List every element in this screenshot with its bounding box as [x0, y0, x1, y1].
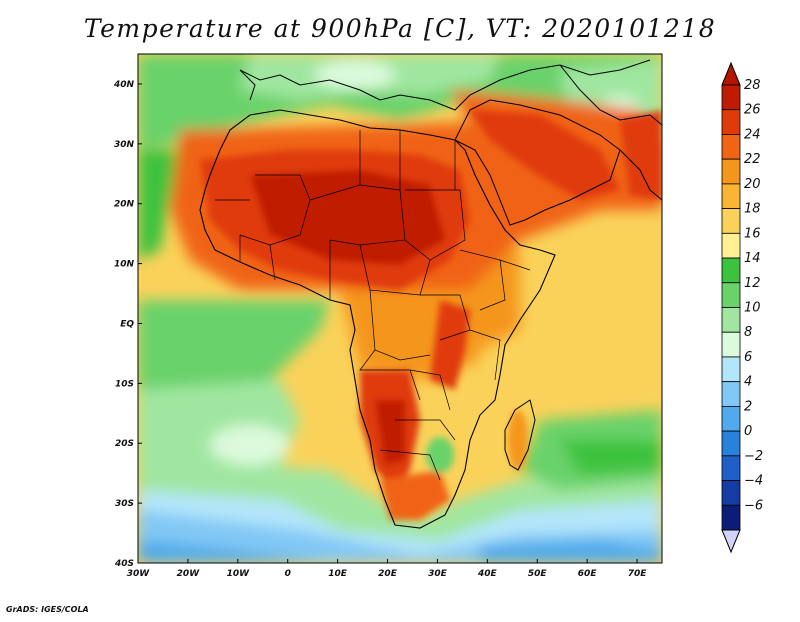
x-tick-label: 20E [378, 569, 398, 579]
colorbar-label: 22 [744, 152, 761, 167]
colorbar-swatch [721, 183, 741, 210]
colorbar-label: 8 [744, 325, 752, 340]
colorbar-swatch [721, 504, 741, 531]
colorbar-label: 12 [744, 276, 761, 291]
coastlines [199, 59, 662, 529]
country-borders [215, 130, 531, 481]
colorbar-swatch [721, 232, 741, 259]
colorbar-swatch [721, 331, 741, 358]
x-tick-label: 10E [328, 569, 348, 579]
colorbar-label: 14 [744, 251, 761, 266]
colorbar-swatch [721, 208, 741, 234]
x-tick-label: 30W [127, 569, 151, 579]
plot-frame [137, 53, 663, 564]
colorbar-swatch [721, 430, 741, 457]
x-axis: 30W 20W 10W 0 10E 20E 30E 40E 50E 60E 70E [127, 559, 647, 579]
y-tick-label: 20N [114, 200, 135, 210]
colorbar-label: 16 [744, 226, 761, 241]
colorbar-label: −6 [744, 498, 763, 513]
x-tick-label: 0 [285, 569, 291, 579]
y-tick-label: 40N [113, 80, 135, 90]
colorbar-label: 28 [744, 78, 761, 93]
y-tick-label: 40S [114, 559, 134, 569]
chart-title: Temperature at 900hPa [C], VT: 202010121… [83, 14, 717, 43]
colorbar-label: 20 [744, 177, 761, 192]
y-tick-label: 30S [115, 499, 134, 509]
colorbar-swatch [721, 356, 741, 383]
colorbar-swatch [721, 381, 741, 407]
colorbar-swatch [721, 282, 741, 308]
colorbar-label: 6 [744, 350, 752, 365]
y-tick-label: 10S [115, 379, 134, 389]
x-tick-label: 30E [428, 569, 448, 579]
colorbar-bottom-arrow [721, 529, 741, 554]
y-tick-label: EQ [120, 319, 134, 329]
colorbar-label: 4 [744, 375, 752, 390]
colorbar-top-arrow [721, 61, 741, 86]
y-tick-label: 20S [115, 439, 134, 449]
colorbar-swatch [721, 480, 741, 506]
colorbar-label: 24 [744, 127, 761, 142]
colorbar-label: 0 [744, 424, 752, 439]
colorbar-swatch [721, 405, 741, 432]
colorbar-swatch [721, 307, 741, 333]
x-tick-label: 40E [477, 569, 498, 579]
y-axis: 40N 30N 20N 10N EQ 10S 20S 30S 40S [113, 80, 142, 569]
colorbar-label: 26 [744, 103, 761, 118]
colorbar-label: −2 [744, 449, 763, 464]
x-tick-label: 70E [628, 569, 648, 579]
x-tick-label: 10W [227, 569, 251, 579]
colorbar-label: −4 [744, 474, 763, 489]
colorbar-swatch [721, 84, 741, 111]
credit-text: GrADS: IGES/COLA [6, 605, 89, 614]
y-tick-label: 10N [114, 260, 135, 270]
y-tick-label: 30N [114, 140, 135, 150]
x-tick-label: 20W [177, 569, 201, 579]
colorbar-label: 2 [744, 399, 752, 414]
x-tick-label: 50E [528, 569, 548, 579]
x-tick-label: 60E [578, 569, 598, 579]
colorbar-swatch [721, 455, 741, 481]
colorbar-label: 10 [744, 301, 761, 316]
colorbar-swatch [721, 109, 741, 135]
colorbar-swatch [721, 158, 741, 185]
colorbar-swatch [721, 257, 741, 284]
colorbar-label: 18 [744, 202, 761, 217]
colorbar-swatch [721, 134, 741, 160]
